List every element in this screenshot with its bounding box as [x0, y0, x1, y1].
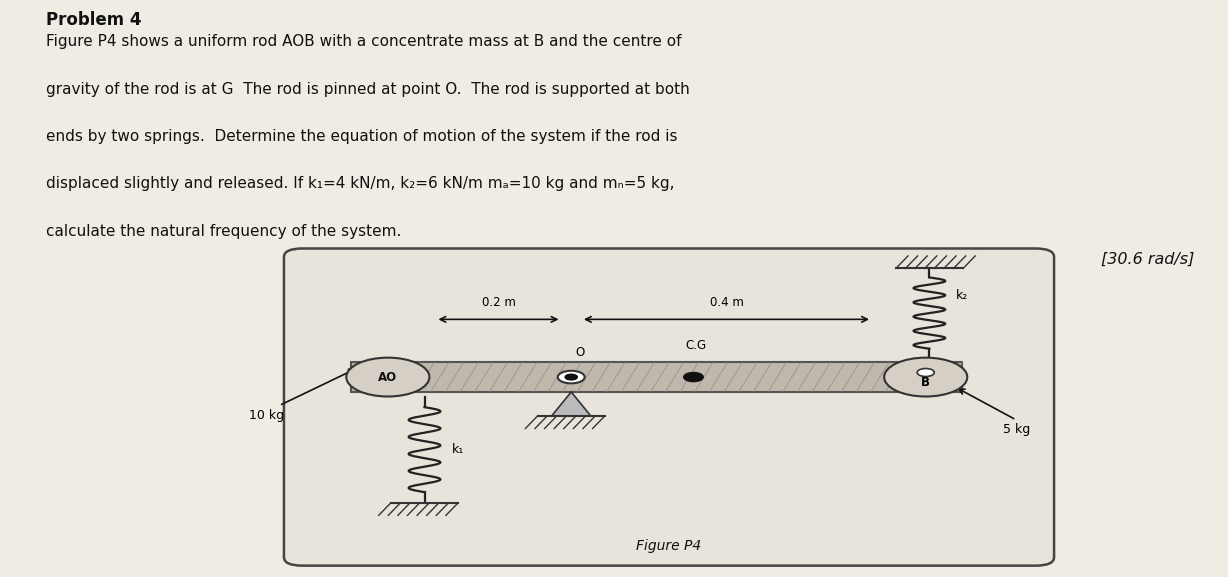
- Polygon shape: [351, 362, 963, 392]
- Text: AO: AO: [378, 370, 398, 384]
- Text: B: B: [921, 376, 931, 389]
- Text: Figure P4 shows a uniform rod AOB with a concentrate mass at B and the centre of: Figure P4 shows a uniform rod AOB with a…: [45, 34, 682, 49]
- Text: gravity of the rod is at G  The rod is pinned at point O.  The rod is supported : gravity of the rod is at G The rod is pi…: [45, 81, 689, 96]
- Text: C.G: C.G: [685, 339, 706, 352]
- Circle shape: [917, 369, 935, 377]
- Circle shape: [565, 374, 577, 380]
- Text: k₂: k₂: [957, 290, 969, 302]
- Circle shape: [884, 358, 968, 396]
- Text: 5 kg: 5 kg: [1002, 423, 1030, 436]
- Text: [30.6 rad/s]: [30.6 rad/s]: [1102, 252, 1195, 267]
- Text: 0.4 m: 0.4 m: [710, 296, 743, 309]
- Circle shape: [684, 373, 704, 381]
- Polygon shape: [551, 392, 591, 416]
- Text: displaced slightly and released. If k₁=4 kN/m, k₂=6 kN/m mₐ=10 kg and mₙ=5 kg,: displaced slightly and released. If k₁=4…: [45, 177, 674, 192]
- Text: 10 kg: 10 kg: [249, 409, 285, 422]
- Text: Figure P4: Figure P4: [636, 538, 701, 553]
- Text: calculate the natural frequency of the system.: calculate the natural frequency of the s…: [45, 224, 400, 239]
- Text: O: O: [575, 346, 585, 359]
- Circle shape: [558, 371, 585, 383]
- FancyBboxPatch shape: [284, 249, 1054, 565]
- Text: k₁: k₁: [452, 443, 464, 456]
- Circle shape: [346, 358, 430, 396]
- Text: ends by two springs.  Determine the equation of motion of the system if the rod : ends by two springs. Determine the equat…: [45, 129, 677, 144]
- Text: 0.2 m: 0.2 m: [481, 296, 516, 309]
- Text: Problem 4: Problem 4: [45, 12, 141, 29]
